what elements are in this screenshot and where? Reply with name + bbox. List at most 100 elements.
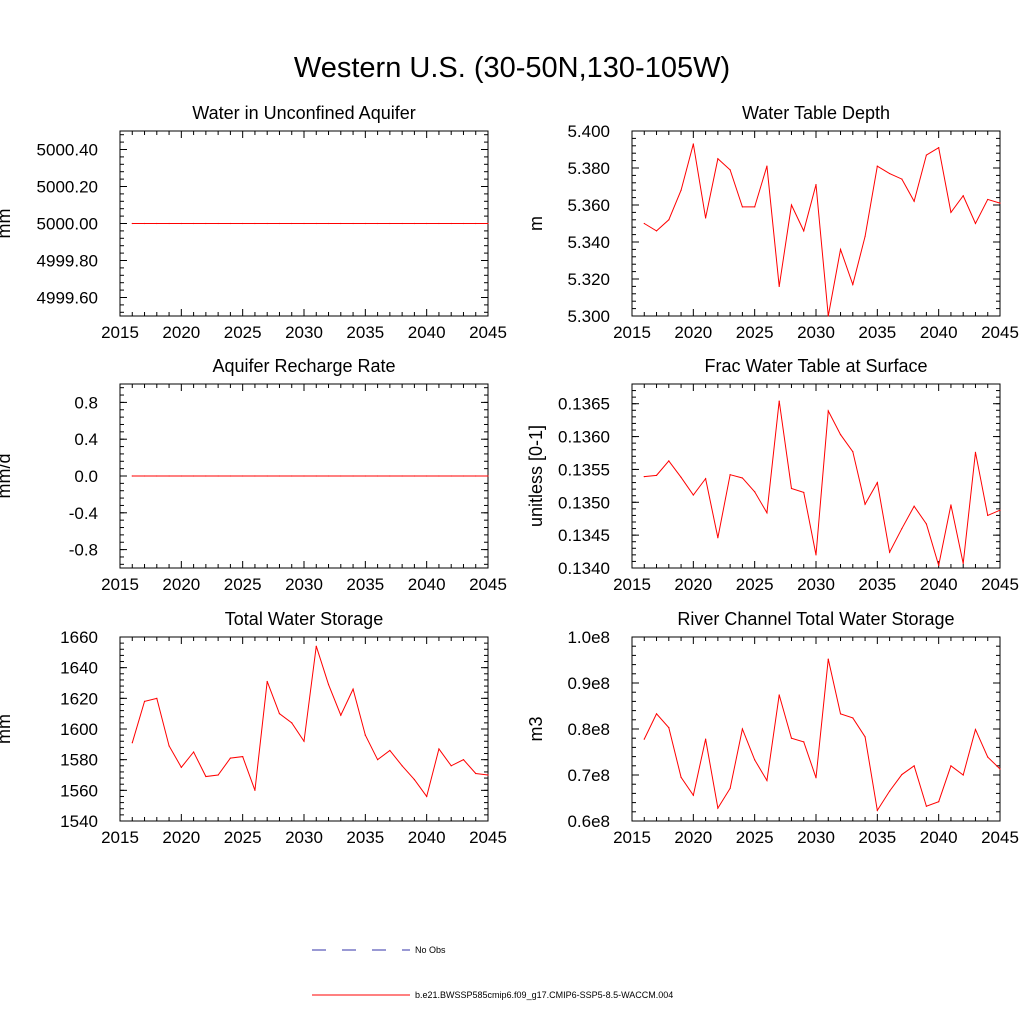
data-point — [278, 222, 281, 225]
data-point — [938, 147, 940, 149]
data-point — [852, 283, 854, 286]
data-point — [278, 713, 281, 715]
data-point — [242, 222, 244, 225]
data-point — [229, 757, 231, 759]
y-tick-label: 0.1350 — [558, 493, 610, 512]
data-point — [217, 475, 219, 477]
panel-title: Water Table Depth — [742, 103, 890, 123]
data-point — [790, 737, 793, 739]
data-point — [643, 738, 645, 740]
data-point — [426, 795, 428, 798]
data-point — [754, 206, 756, 208]
data-point — [426, 222, 428, 225]
series-line — [643, 658, 1001, 812]
y-tick-label: 0.8e8 — [567, 720, 610, 739]
data-point — [852, 717, 854, 719]
data-point — [487, 774, 489, 776]
x-tick-label: 2025 — [224, 575, 262, 594]
x-tick-label: 2020 — [162, 828, 200, 847]
x-tick-label: 2035 — [858, 323, 896, 342]
x-tick-label: 2015 — [613, 575, 651, 594]
x-tick-label: 2045 — [469, 323, 507, 342]
data-point — [131, 222, 133, 225]
data-point — [413, 475, 415, 477]
data-point — [668, 727, 670, 729]
data-point — [889, 172, 891, 175]
data-point — [901, 178, 903, 180]
plot-frame — [119, 636, 489, 822]
data-point — [705, 217, 707, 219]
data-point — [389, 475, 391, 477]
y-axis-label: m3 — [526, 716, 546, 741]
x-tick-label: 2025 — [736, 575, 774, 594]
data-point — [876, 809, 878, 812]
data-point — [839, 434, 842, 436]
panel-2: 2015 2020 2025 2030 2035 2040 2045 5.300 5.320 5.… — [526, 103, 1019, 342]
data-point — [913, 765, 915, 767]
data-point — [655, 713, 658, 715]
x-tick-label: 2020 — [162, 575, 200, 594]
data-point — [475, 222, 477, 225]
y-tick-label: 1660 — [60, 628, 98, 647]
y-tick-label: -0.4 — [69, 504, 98, 523]
data-point — [950, 765, 952, 767]
data-point — [962, 195, 964, 197]
y-tick-label: 5.380 — [567, 159, 610, 178]
y-tick-label: 0.1365 — [558, 395, 610, 414]
panel-5: 2015 2020 2025 2030 2035 2040 2045 1540 1560 1580… — [0, 609, 507, 847]
data-point — [827, 410, 829, 412]
data-point — [266, 475, 268, 477]
data-point — [680, 776, 682, 778]
y-tick-label: 5000.00 — [37, 215, 98, 234]
data-point — [193, 222, 195, 225]
data-point — [327, 683, 330, 686]
data-point — [131, 742, 133, 744]
x-tick-label: 2030 — [797, 575, 835, 594]
x-tick-label: 2020 — [674, 575, 712, 594]
x-tick-label: 2040 — [408, 828, 446, 847]
data-point — [315, 222, 317, 225]
y-tick-label: 5.400 — [567, 122, 610, 141]
x-tick-label: 2045 — [981, 828, 1019, 847]
data-point — [315, 475, 317, 477]
data-point — [668, 460, 670, 462]
y-axis-label: mm/d — [0, 454, 14, 499]
y-tick-label: 1540 — [60, 812, 98, 831]
x-tick-label: 2045 — [469, 575, 507, 594]
data-point — [705, 478, 707, 480]
data-point — [303, 222, 305, 225]
data-point — [340, 475, 342, 477]
y-tick-label: 5000.20 — [37, 178, 98, 197]
x-tick-label: 2040 — [920, 828, 958, 847]
data-point — [815, 554, 817, 556]
x-tick-label: 2040 — [920, 575, 958, 594]
x-tick-label: 2035 — [346, 323, 384, 342]
data-point — [327, 222, 330, 225]
data-point — [291, 222, 293, 225]
y-tick-label: 0.4 — [74, 430, 98, 449]
data-point — [692, 794, 694, 796]
data-point — [266, 680, 268, 683]
data-point — [680, 189, 682, 191]
data-point — [143, 222, 146, 225]
data-point — [717, 807, 719, 809]
data-point — [864, 503, 866, 505]
data-point — [741, 206, 744, 208]
data-point — [999, 768, 1001, 770]
y-tick-label: 1620 — [60, 689, 98, 708]
x-tick-label: 2045 — [981, 323, 1019, 342]
data-point — [962, 774, 964, 776]
data-point — [987, 198, 989, 201]
data-point — [401, 765, 403, 767]
data-point — [205, 775, 207, 778]
data-point — [401, 222, 403, 225]
data-point — [778, 694, 780, 696]
data-point — [790, 487, 793, 490]
data-point — [668, 219, 670, 221]
data-point — [839, 248, 842, 250]
data-point — [462, 475, 465, 477]
panel-title: Frac Water Table at Surface — [704, 356, 927, 376]
data-point — [987, 756, 989, 758]
y-tick-label: 0.9e8 — [567, 674, 610, 693]
y-tick-label: -0.8 — [69, 541, 98, 560]
